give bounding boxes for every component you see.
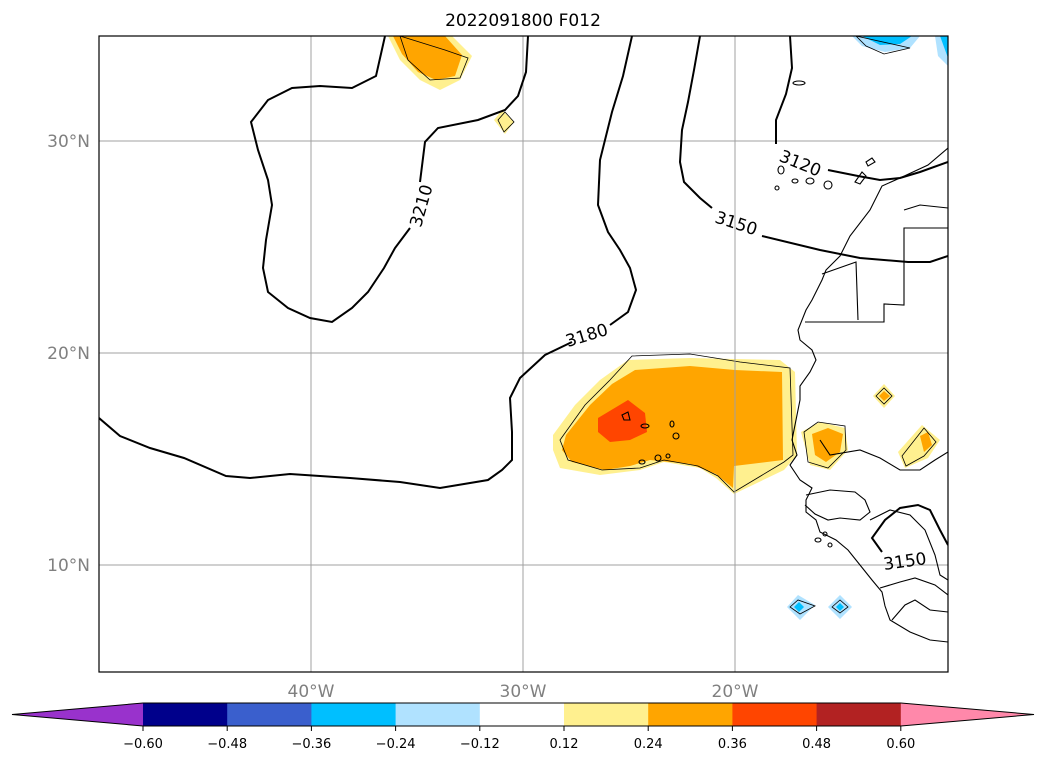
- colorbar-segment: [817, 703, 902, 726]
- map-panel: 3210 3180 3150 3120 3150: [99, 36, 948, 672]
- lat-label-20n: 20°N: [47, 344, 90, 364]
- figure-title: 2022091800 F012: [445, 11, 601, 31]
- colorbar-tick-label: −0.36: [291, 737, 331, 752]
- lon-label-30w: 30°W: [500, 682, 547, 702]
- colorbar-segment: [732, 703, 817, 726]
- colorbar-segment: [648, 703, 733, 726]
- colorbar-tick-label: 0.12: [550, 737, 579, 752]
- colorbar-tick-label: 0.60: [886, 737, 915, 752]
- colorbar: −0.60 −0.48 −0.36 −0.24 −0.12 0.12 0.24 0.36 0.4…: [12, 703, 1034, 752]
- colorbar-segment: [143, 703, 228, 726]
- colorbar-segment: [564, 703, 649, 726]
- colorbar-segment: [480, 703, 565, 726]
- colorbar-segment: [311, 703, 396, 726]
- colorbar-tick-label: 0.24: [634, 737, 663, 752]
- lat-labels: 30°N 20°N 10°N: [47, 132, 90, 576]
- colorbar-segment: [227, 703, 312, 726]
- colorbar-tick-label: 0.48: [802, 737, 831, 752]
- colorbar-tick-label: −0.24: [376, 737, 416, 752]
- colorbar-tick-label: 0.36: [718, 737, 747, 752]
- lat-label-10n: 10°N: [47, 556, 90, 576]
- colorbar-segment: [396, 703, 481, 726]
- lat-label-30n: 30°N: [47, 132, 90, 152]
- colorbar-extend-low: [12, 703, 143, 726]
- lon-label-40w: 40°W: [288, 682, 335, 702]
- lon-labels: 40°W 30°W 20°W: [288, 682, 759, 702]
- colorbar-tick-label: −0.12: [460, 737, 500, 752]
- lon-label-20w: 20°W: [712, 682, 759, 702]
- colorbar-extend-high: [901, 703, 1034, 726]
- colorbar-tick-label: −0.60: [123, 737, 163, 752]
- colorbar-tick-label: −0.48: [207, 737, 247, 752]
